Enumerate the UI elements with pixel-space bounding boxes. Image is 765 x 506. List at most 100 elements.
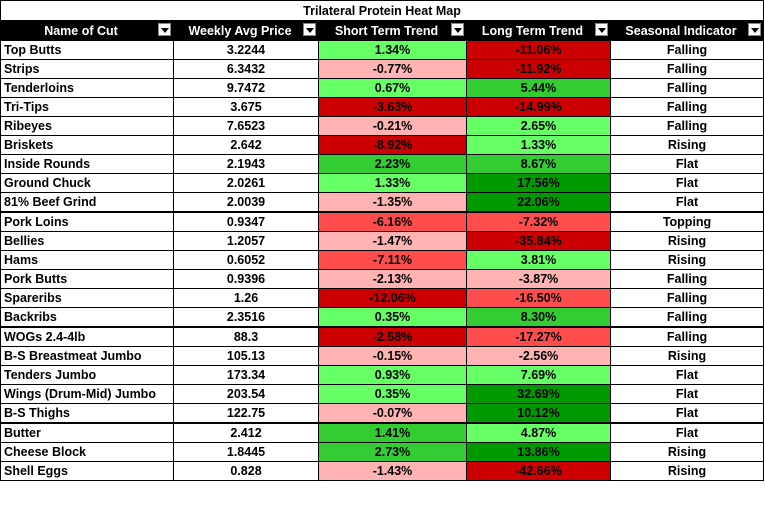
long-term-trend-cell[interactable]: 1.33% [466,135,611,155]
cut-name-cell[interactable]: Pork Butts [0,269,174,289]
seasonal-indicator-cell[interactable]: Flat [609,173,765,193]
weekly-avg-price-cell[interactable]: 2.0261 [173,173,319,193]
long-term-trend-cell[interactable]: 3.81% [466,250,611,270]
seasonal-indicator-cell[interactable]: Flat [609,192,765,213]
cut-name-cell[interactable]: Spareribs [0,288,174,308]
weekly-avg-price-cell[interactable]: 0.828 [173,461,319,481]
cut-name-cell[interactable]: 81% Beef Grind [0,192,174,213]
cut-name-cell[interactable]: Bellies [0,231,174,251]
weekly-avg-price-cell[interactable]: 3.675 [173,97,319,117]
short-term-trend-cell[interactable]: 2.23% [318,154,467,174]
cut-name-cell[interactable]: Ground Chuck [0,173,174,193]
weekly-avg-price-cell[interactable]: 2.412 [173,422,319,443]
cut-name-cell[interactable]: Tri-Tips [0,97,174,117]
cut-name-cell[interactable]: Strips [0,59,174,79]
short-term-trend-cell[interactable]: -8.92% [318,135,467,155]
cut-name-cell[interactable]: Butter [0,422,174,443]
short-term-trend-cell[interactable]: -0.07% [318,403,467,424]
cut-name-cell[interactable]: Ribeyes [0,116,174,136]
filter-dropdown-icon[interactable] [158,23,171,36]
short-term-trend-cell[interactable]: -7.11% [318,250,467,270]
long-term-trend-cell[interactable]: -16.50% [466,288,611,308]
seasonal-indicator-cell[interactable]: Falling [609,97,765,117]
seasonal-indicator-cell[interactable]: Falling [609,307,765,328]
cut-name-cell[interactable]: Tenderloins [0,78,174,98]
seasonal-indicator-cell[interactable]: Rising [609,250,765,270]
short-term-trend-cell[interactable]: 0.67% [318,78,467,98]
long-term-trend-cell[interactable]: 2.65% [466,116,611,136]
long-term-trend-cell[interactable]: 8.30% [466,307,611,328]
weekly-avg-price-cell[interactable]: 173.34 [173,365,319,385]
cut-name-cell[interactable]: Hams [0,250,174,270]
cut-name-cell[interactable]: B-S Thighs [0,403,174,424]
short-term-trend-cell[interactable]: -2.58% [318,326,467,347]
weekly-avg-price-cell[interactable]: 0.9347 [173,211,319,232]
long-term-trend-cell[interactable]: -7.32% [466,211,611,232]
seasonal-indicator-cell[interactable]: Rising [609,461,765,481]
cut-name-cell[interactable]: Top Butts [0,40,174,60]
long-term-trend-cell[interactable]: -3.87% [466,269,611,289]
seasonal-indicator-cell[interactable]: Flat [609,422,765,443]
long-term-trend-cell[interactable]: 4.87% [466,422,611,443]
cut-name-cell[interactable]: B-S Breastmeat Jumbo [0,346,174,366]
seasonal-indicator-cell[interactable]: Falling [609,40,765,60]
weekly-avg-price-cell[interactable]: 2.0039 [173,192,319,213]
cut-name-cell[interactable]: WOGs 2.4-4lb [0,326,174,347]
seasonal-indicator-cell[interactable]: Flat [609,365,765,385]
seasonal-indicator-cell[interactable]: Flat [609,154,765,174]
seasonal-indicator-cell[interactable]: Falling [609,116,765,136]
long-term-trend-cell[interactable]: -17.27% [466,326,611,347]
short-term-trend-cell[interactable]: -1.47% [318,231,467,251]
seasonal-indicator-cell[interactable]: Topping [609,211,765,232]
seasonal-indicator-cell[interactable]: Rising [609,442,765,462]
seasonal-indicator-cell[interactable]: Flat [609,384,765,404]
cut-name-cell[interactable]: Wings (Drum-Mid) Jumbo [0,384,174,404]
seasonal-indicator-cell[interactable]: Falling [609,59,765,79]
seasonal-indicator-cell[interactable]: Rising [609,231,765,251]
weekly-avg-price-cell[interactable]: 1.26 [173,288,319,308]
short-term-trend-cell[interactable]: -0.21% [318,116,467,136]
long-term-trend-cell[interactable]: -11.92% [466,59,611,79]
long-term-trend-cell[interactable]: 5.44% [466,78,611,98]
seasonal-indicator-cell[interactable]: Rising [609,346,765,366]
cut-name-cell[interactable]: Cheese Block [0,442,174,462]
seasonal-indicator-cell[interactable]: Rising [609,135,765,155]
short-term-trend-cell[interactable]: 0.93% [318,365,467,385]
long-term-trend-cell[interactable]: 32.69% [466,384,611,404]
weekly-avg-price-cell[interactable]: 88.3 [173,326,319,347]
filter-dropdown-icon[interactable] [451,23,464,36]
cut-name-cell[interactable]: Pork Loins [0,211,174,232]
weekly-avg-price-cell[interactable]: 2.1943 [173,154,319,174]
long-term-trend-cell[interactable]: -14.99% [466,97,611,117]
short-term-trend-cell[interactable]: -12.06% [318,288,467,308]
short-term-trend-cell[interactable]: 2.73% [318,442,467,462]
long-term-trend-cell[interactable]: 17.56% [466,173,611,193]
short-term-trend-cell[interactable]: -6.16% [318,211,467,232]
long-term-trend-cell[interactable]: -42.66% [466,461,611,481]
short-term-trend-cell[interactable]: 1.33% [318,173,467,193]
long-term-trend-cell[interactable]: 8.67% [466,154,611,174]
long-term-trend-cell[interactable]: -2.56% [466,346,611,366]
weekly-avg-price-cell[interactable]: 1.8445 [173,442,319,462]
weekly-avg-price-cell[interactable]: 2.642 [173,135,319,155]
weekly-avg-price-cell[interactable]: 105.13 [173,346,319,366]
short-term-trend-cell[interactable]: -0.15% [318,346,467,366]
seasonal-indicator-cell[interactable]: Falling [609,269,765,289]
short-term-trend-cell[interactable]: 0.35% [318,307,467,328]
short-term-trend-cell[interactable]: 1.41% [318,422,467,443]
weekly-avg-price-cell[interactable]: 1.2057 [173,231,319,251]
seasonal-indicator-cell[interactable]: Falling [609,288,765,308]
weekly-avg-price-cell[interactable]: 9.7472 [173,78,319,98]
short-term-trend-cell[interactable]: -1.43% [318,461,467,481]
long-term-trend-cell[interactable]: 22.06% [466,192,611,213]
short-term-trend-cell[interactable]: -3.63% [318,97,467,117]
weekly-avg-price-cell[interactable]: 122.75 [173,403,319,424]
long-term-trend-cell[interactable]: 13.86% [466,442,611,462]
weekly-avg-price-cell[interactable]: 2.3516 [173,307,319,328]
weekly-avg-price-cell[interactable]: 7.6523 [173,116,319,136]
cut-name-cell[interactable]: Tenders Jumbo [0,365,174,385]
cut-name-cell[interactable]: Inside Rounds [0,154,174,174]
short-term-trend-cell[interactable]: 1.34% [318,40,467,60]
seasonal-indicator-cell[interactable]: Falling [609,326,765,347]
seasonal-indicator-cell[interactable]: Flat [609,403,765,424]
